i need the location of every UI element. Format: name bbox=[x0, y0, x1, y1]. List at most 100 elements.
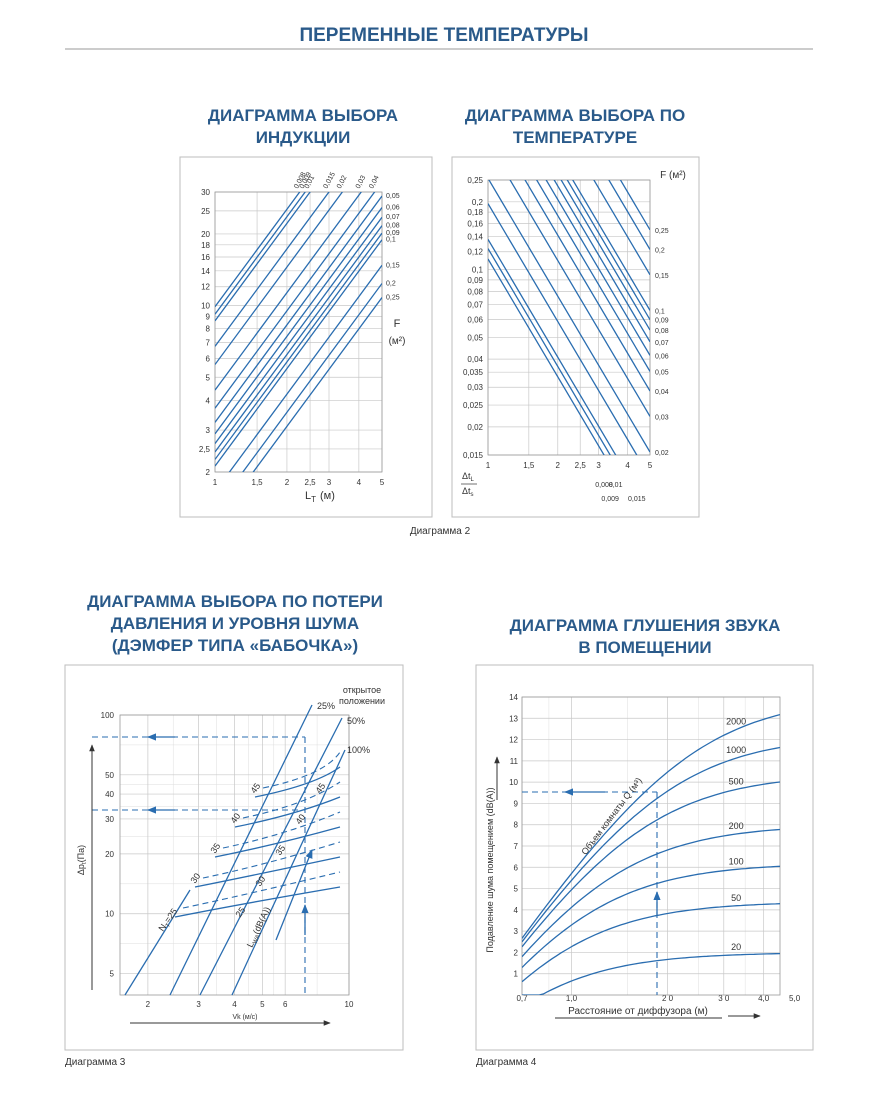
x-tick-label: 5,0 bbox=[789, 994, 801, 1003]
line-label: 0,15 bbox=[655, 273, 669, 280]
d1-lines bbox=[215, 192, 382, 472]
selection-line bbox=[509, 180, 650, 417]
line-label: 0,06 bbox=[655, 353, 669, 360]
plot-border bbox=[119, 714, 350, 996]
x-tick-label: 4 bbox=[625, 461, 630, 470]
y-tick-label: 0,09 bbox=[467, 276, 483, 285]
selection-line bbox=[619, 180, 650, 231]
y-tick-label: 12 bbox=[201, 283, 210, 292]
selection-line bbox=[215, 192, 344, 365]
selection-line bbox=[488, 248, 611, 455]
y-tick-label: 4 bbox=[206, 396, 211, 405]
x-tick-label: 2,5 bbox=[575, 461, 587, 470]
d1-f-label: F bbox=[394, 318, 401, 330]
line-label: 0,05 bbox=[386, 193, 400, 200]
nt-value: =25 bbox=[162, 907, 179, 925]
noise-label: 30 bbox=[253, 874, 267, 888]
curve-label: 100 bbox=[729, 856, 744, 866]
y-tick-label: 5 bbox=[514, 885, 519, 894]
selection-line bbox=[215, 192, 311, 322]
d1-x-unit: (м) bbox=[320, 490, 335, 502]
noise-label: 25 bbox=[233, 905, 247, 919]
x-tick-label: 1,5 bbox=[252, 478, 264, 487]
plot-border bbox=[214, 191, 383, 473]
lwa-sub: WA bbox=[252, 934, 261, 945]
y-tick-label: 0,025 bbox=[463, 401, 484, 410]
d1-title: ИНДУКЦИИ bbox=[256, 128, 351, 147]
d3-title: ДИАГРАММА ВЫБОРА ПО ПОТЕРИ bbox=[87, 592, 383, 611]
x-tick-label: 2,5 bbox=[305, 478, 317, 487]
lwa-arrow bbox=[275, 849, 313, 941]
selection-line bbox=[242, 283, 382, 472]
selection-line bbox=[215, 192, 330, 347]
line-label: 0,015 bbox=[628, 496, 646, 503]
d3-x-label: Vk (м/с) bbox=[232, 1014, 257, 1021]
noise-label: 35 bbox=[273, 843, 287, 857]
y-tick-label: 20 bbox=[201, 230, 210, 239]
y-tick-label: 20 bbox=[105, 850, 114, 859]
x-tick-label: 2 0 bbox=[662, 994, 674, 1003]
line-label: 0,1 bbox=[386, 237, 396, 244]
d2-lines bbox=[488, 180, 650, 455]
selection-line bbox=[215, 192, 301, 308]
curve-label: 200 bbox=[729, 821, 744, 831]
y-tick-label: 18 bbox=[201, 241, 210, 250]
x-tick-label: 3 0 bbox=[718, 994, 730, 1003]
x-tick-label: 5 bbox=[380, 478, 385, 487]
y-tick-label: 5 bbox=[206, 373, 211, 382]
d3-y-unit: (Па) bbox=[76, 845, 86, 862]
y-tick-label: 0,14 bbox=[467, 233, 483, 242]
noise-curve-dashed bbox=[242, 781, 341, 819]
x-tick-label: 2 bbox=[285, 478, 290, 487]
line-label: 0,09 bbox=[655, 318, 669, 325]
x-tick-label: 5 bbox=[260, 1000, 265, 1009]
d4-curves bbox=[522, 713, 780, 995]
d3-title: ДАВЛЕНИЯ И УРОВНЯ ШУМА bbox=[111, 614, 359, 633]
y-tick-label: 10 bbox=[105, 910, 114, 919]
y-tick-label: 0,25 bbox=[467, 176, 483, 185]
line-label: 0,04 bbox=[655, 389, 669, 396]
lwa-unit: (dB(A)) bbox=[251, 905, 272, 936]
selection-line bbox=[566, 180, 650, 321]
line-label: 0,009 bbox=[601, 496, 619, 503]
d2-frame bbox=[451, 156, 700, 518]
attenuation-curve bbox=[522, 746, 780, 943]
x-tick-label: 1,0 bbox=[566, 994, 578, 1003]
d2-y-bottom: Δts bbox=[462, 486, 474, 498]
nt-sub: T bbox=[165, 922, 172, 929]
selection-line bbox=[608, 180, 650, 250]
x-tick-label: 10 bbox=[345, 1000, 354, 1009]
y-tick-label: 7 bbox=[514, 842, 519, 851]
damper-line bbox=[169, 704, 313, 996]
y-tick-label: 1 bbox=[514, 970, 519, 979]
selection-line bbox=[488, 203, 638, 455]
y-tick-label: 2 bbox=[206, 468, 211, 477]
selection-line bbox=[545, 180, 650, 356]
y-tick-label: 14 bbox=[201, 267, 210, 276]
selection-line bbox=[215, 192, 363, 391]
lwa-main: L bbox=[245, 940, 256, 949]
curve-label: 2000 bbox=[726, 717, 746, 727]
d1-x-label: LT (м) bbox=[305, 490, 335, 504]
line-label: 0,008 bbox=[595, 482, 613, 489]
y-tick-label: 30 bbox=[105, 815, 114, 824]
y-tick-label: 0,2 bbox=[472, 198, 484, 207]
y-tick-label: 9 bbox=[206, 312, 211, 321]
damper-line bbox=[124, 889, 191, 996]
noise-label: 45 bbox=[248, 781, 262, 795]
selection-line bbox=[215, 225, 382, 453]
noise-label: 40 bbox=[293, 812, 307, 826]
selection-line bbox=[535, 180, 650, 372]
nt-main: N bbox=[156, 922, 168, 933]
noise-curve-dashed bbox=[222, 811, 341, 849]
plot-border bbox=[521, 696, 781, 996]
x-tick-label: 5 bbox=[648, 461, 653, 470]
d4-x-label: Расстояние от диффузора (м) bbox=[568, 1005, 708, 1017]
y-tick-label: 5 bbox=[110, 970, 115, 979]
curve-label: 1000 bbox=[726, 745, 746, 755]
selection-line bbox=[488, 180, 650, 453]
noise-curve bbox=[214, 826, 341, 858]
noise-label: 40 bbox=[228, 811, 242, 825]
d4-frame bbox=[475, 664, 814, 1051]
